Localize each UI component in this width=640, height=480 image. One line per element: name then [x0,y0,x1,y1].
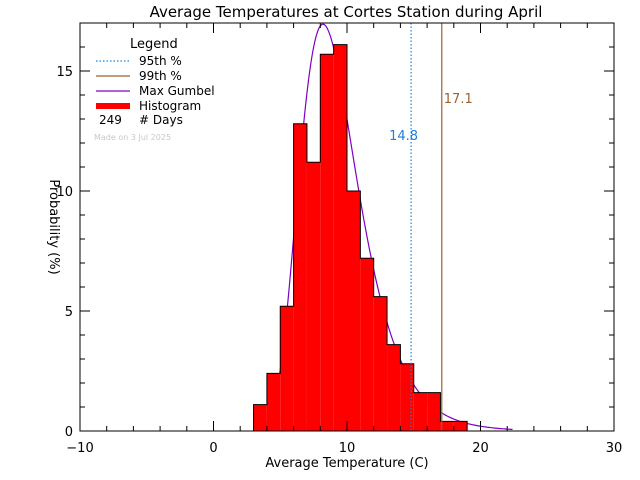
histogram-bar [253,404,267,431]
histogram-bar [360,258,374,431]
histogram-bar [266,373,281,431]
legend-label-95th: 95th % [139,54,182,68]
made-on-note: Made on 3 Jul 2025 [94,133,171,142]
x-tick-label: 10 [339,441,356,456]
x-tick-label: 30 [606,441,623,456]
legend-label-histogram: Histogram [139,99,201,113]
y-tick-label: 0 [65,425,73,440]
legend-days-count: 249 [99,113,122,127]
histogram-bar [427,392,441,431]
histogram-bar [440,421,454,431]
histogram-bar [347,191,361,431]
histogram-bar [413,392,428,431]
histogram-bar [320,54,334,431]
y-axis-label: Probability (%) [46,179,61,274]
y-axis-ticks: 0 5 10 15 [56,46,614,440]
percentile-label-99th: 17.1 [444,92,473,107]
histogram-step-outline [253,44,468,431]
x-tick-label: 20 [472,441,489,456]
legend-label-gumbel: Max Gumbel [139,84,215,98]
y-tick-label: 5 [65,305,73,320]
histogram-bars [253,44,468,432]
histogram-bar [306,162,321,431]
histogram-bar [333,44,347,431]
percentile-lines: 14.8 17.1 [389,23,473,431]
x-axis-ticks: −10 0 10 20 30 [66,23,622,456]
histogram-bar [280,306,294,431]
legend: Legend 95th % 99th % Max Gumbel Histogra… [94,37,215,142]
percentile-label-95th: 14.8 [389,129,418,144]
y-tick-label: 10 [56,185,73,200]
x-tick-label: 0 [209,441,217,456]
histogram-outline [253,44,468,431]
histogram-bar [400,363,414,431]
legend-title: Legend [130,37,178,52]
histogram-bar [387,344,401,431]
x-tick-label: −10 [66,441,93,456]
legend-days-label: # Days [139,113,183,127]
histogram-bar [293,123,307,432]
histogram-bar [373,296,388,431]
chart-title: Average Temperatures at Cortes Station d… [150,3,543,21]
histogram-bar [453,421,468,431]
x-axis-label: Average Temperature (C) [265,456,428,471]
legend-label-99th: 99th % [139,69,182,83]
y-tick-label: 15 [56,65,73,80]
